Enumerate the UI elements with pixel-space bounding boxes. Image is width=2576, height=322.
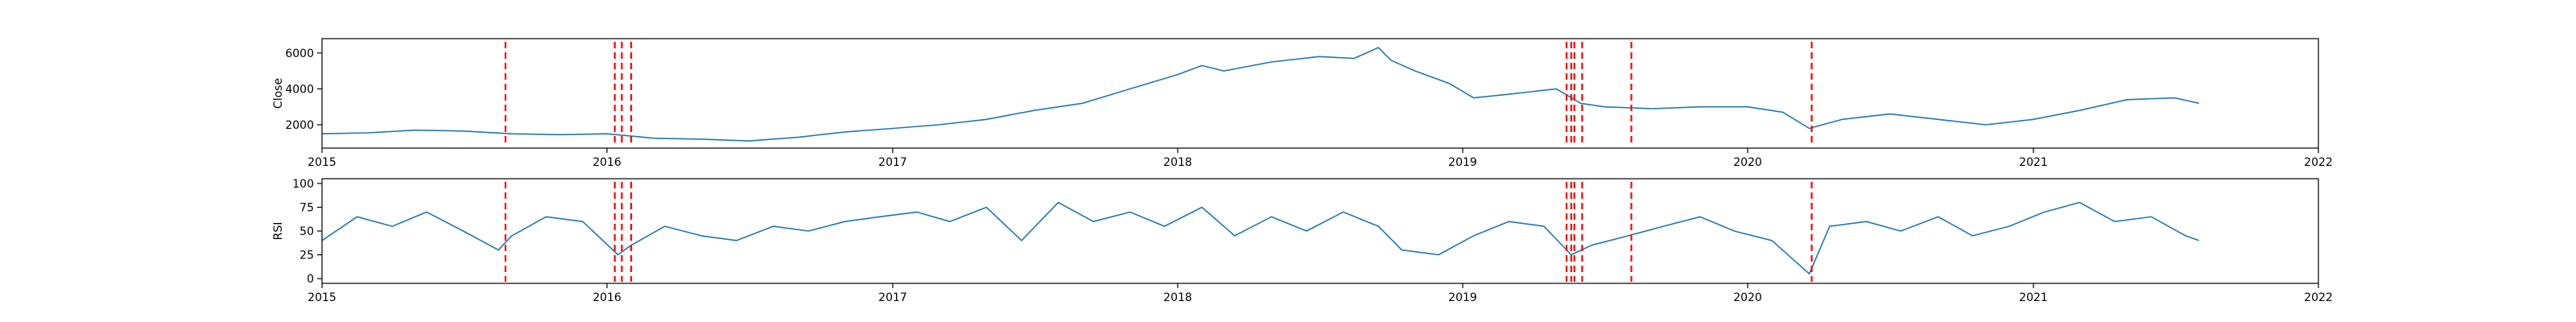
x-tick-label: 2019 <box>1448 291 1477 304</box>
x-tick-label: 2015 <box>308 291 336 304</box>
close-price-panel: 2015 2016 2017 2018 2019 2020 2021 2022 2000 4000… <box>272 38 2333 169</box>
x-tick-label: 2021 <box>2019 291 2048 304</box>
y-tick-label: 50 <box>299 225 314 238</box>
y-axis-label: RSI <box>272 222 285 241</box>
y-tick-label: 4000 <box>285 83 314 96</box>
x-tick-label: 2016 <box>592 156 621 169</box>
y-axis-label: Close <box>272 78 285 109</box>
x-tick-label: 2020 <box>1733 156 1762 169</box>
y-tick-label: 0 <box>307 273 314 286</box>
x-tick-label: 2017 <box>878 156 907 169</box>
y-tick-label: 25 <box>299 250 314 262</box>
x-tick-label: 2018 <box>1163 156 1192 169</box>
x-tick-label: 2018 <box>1163 291 1192 304</box>
y-tick-label: 2000 <box>285 119 314 132</box>
rsi-panel: 2015 2016 2017 2018 2019 2020 2021 2022 0 25 50 75 1… <box>272 178 2333 304</box>
y-tick-label: 6000 <box>285 47 314 60</box>
y-tick-label: 100 <box>292 178 314 191</box>
series-line <box>321 201 2199 275</box>
x-tick-label: 2019 <box>1448 156 1477 169</box>
x-tick-label: 2021 <box>2019 156 2048 169</box>
x-tick-label: 2022 <box>2304 156 2333 169</box>
x-tick-label: 2016 <box>592 291 621 304</box>
x-tick-label: 2022 <box>2304 291 2333 304</box>
y-tick-label: 75 <box>299 201 314 214</box>
x-tick-label: 2015 <box>308 156 336 169</box>
x-tick-label: 2017 <box>878 291 907 304</box>
series-line <box>321 47 2199 142</box>
x-tick-label: 2020 <box>1733 291 1762 304</box>
plot-frame <box>321 38 2319 149</box>
